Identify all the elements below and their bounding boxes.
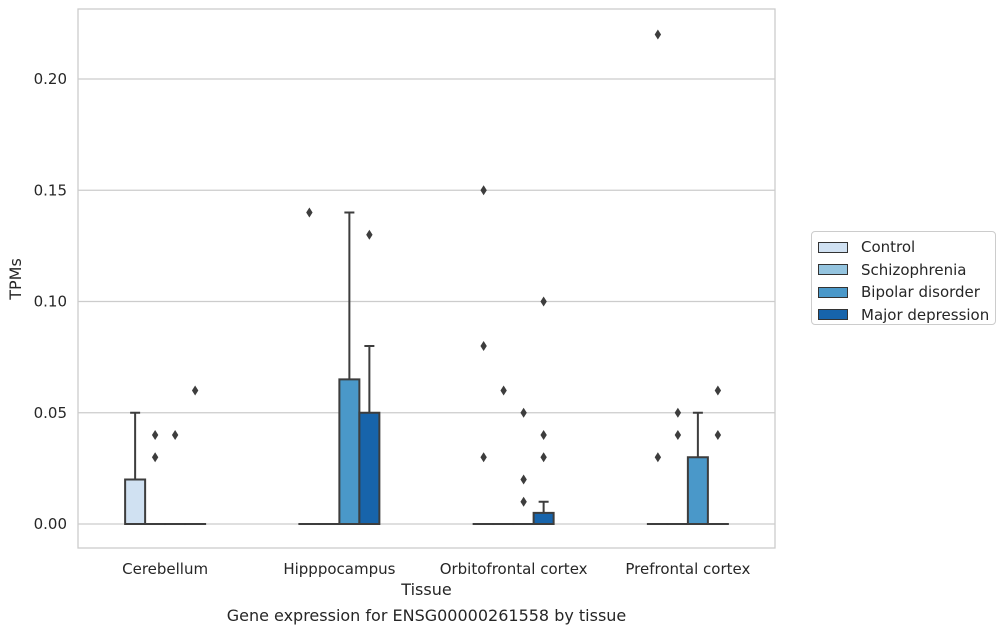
outlier-point bbox=[714, 430, 722, 440]
legend-swatch bbox=[818, 309, 848, 321]
box bbox=[124, 478, 147, 525]
box bbox=[686, 456, 709, 525]
legend-item: Major depression bbox=[818, 304, 995, 327]
box-group bbox=[144, 430, 167, 526]
outlier-point bbox=[654, 452, 662, 463]
x-tick-label: Prefrontal cortex bbox=[625, 560, 750, 578]
legend-item: Bipolar disorder bbox=[818, 281, 995, 304]
outlier-point bbox=[540, 296, 547, 307]
outlier-point bbox=[540, 452, 547, 463]
x-axis-ticks: Cerebellum Hipppocampus Orbitofrontal cort… bbox=[122, 560, 750, 578]
y-tick-label: 0.15 bbox=[34, 181, 67, 199]
outlier-point bbox=[366, 229, 373, 240]
chart-caption: Gene expression for ENSG00000261558 by t… bbox=[226, 606, 627, 625]
outlier-point bbox=[654, 29, 662, 40]
outlier-point bbox=[480, 185, 487, 196]
outlier-point bbox=[151, 452, 159, 463]
box bbox=[358, 411, 381, 525]
outlier-point bbox=[714, 385, 722, 396]
box-group bbox=[124, 411, 147, 525]
box-group bbox=[492, 385, 515, 526]
x-tick-label: Cerebellum bbox=[122, 560, 208, 578]
plot-frame bbox=[77, 8, 776, 549]
box-group bbox=[532, 296, 555, 525]
outlier-point bbox=[540, 430, 547, 440]
outlier-point bbox=[191, 385, 199, 396]
legend-label: Control bbox=[861, 238, 916, 257]
y-axis-label: TPMs bbox=[6, 258, 25, 301]
outlier-point bbox=[520, 474, 527, 485]
box-group bbox=[512, 407, 535, 526]
legend-item: Control bbox=[818, 236, 995, 259]
outlier-point bbox=[151, 430, 159, 440]
outlier-point bbox=[674, 430, 682, 440]
legend: Control Schizophrenia Bipolar disorder Majo… bbox=[811, 231, 996, 325]
box bbox=[338, 378, 361, 525]
box-group bbox=[666, 407, 689, 526]
box bbox=[532, 511, 555, 525]
box-group bbox=[184, 385, 207, 526]
y-tick-label: 0.00 bbox=[34, 515, 67, 533]
legend-swatch bbox=[818, 241, 848, 253]
y-tick-label: 0.05 bbox=[34, 404, 67, 422]
box-group bbox=[298, 207, 321, 526]
box-group bbox=[686, 411, 709, 525]
outlier-point bbox=[171, 430, 179, 440]
outlier-point bbox=[306, 207, 313, 218]
outlier-point bbox=[674, 407, 682, 418]
legend-label: Schizophrenia bbox=[861, 260, 967, 279]
box-marks bbox=[124, 29, 729, 526]
box-group bbox=[472, 185, 495, 526]
box-group bbox=[646, 29, 669, 526]
outlier-point bbox=[480, 341, 487, 351]
outlier-point bbox=[520, 496, 527, 507]
gridlines bbox=[78, 78, 775, 525]
legend-swatch bbox=[818, 264, 848, 276]
x-tick-label: Orbitofrontal cortex bbox=[440, 560, 588, 578]
legend-label: Major depression bbox=[861, 305, 990, 324]
y-tick-label: 0.20 bbox=[34, 70, 67, 88]
legend-label: Bipolar disorder bbox=[861, 283, 980, 302]
x-tick-label: Hipppocampus bbox=[283, 560, 395, 578]
y-tick-label: 0.10 bbox=[34, 293, 67, 311]
x-axis-label: Tissue bbox=[400, 580, 451, 599]
box-group bbox=[706, 385, 729, 526]
y-axis-ticks: 0.00 0.05 0.10 0.15 0.20 bbox=[34, 70, 67, 533]
box-group bbox=[358, 229, 381, 525]
legend-item: Schizophrenia bbox=[818, 259, 995, 282]
legend-swatch bbox=[818, 286, 848, 298]
box-group bbox=[338, 211, 361, 525]
outlier-point bbox=[480, 452, 487, 463]
outlier-point bbox=[500, 385, 507, 396]
outlier-point bbox=[520, 407, 527, 418]
box-group bbox=[164, 430, 187, 526]
